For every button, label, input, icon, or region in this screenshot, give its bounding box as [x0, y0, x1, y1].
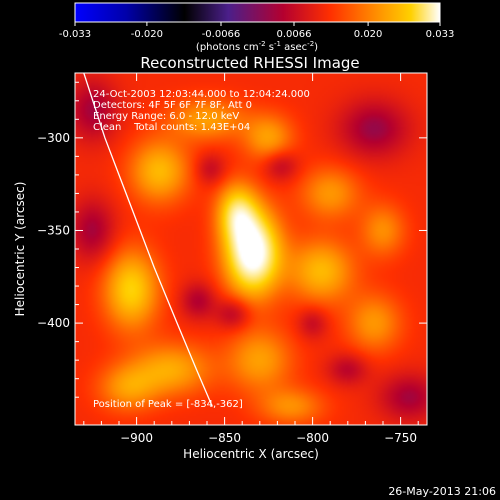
- info-energy-range: Energy Range: 6.0 - 12.0 keV: [93, 111, 239, 122]
- info-time-range: 24-Oct-2003 12:03:44.000 to 12:04:24.000: [93, 89, 310, 100]
- info-clean-counts: Clean Total counts: 1.43E+04: [93, 122, 250, 133]
- y-axis-label: Heliocentric Y (arcsec): [13, 182, 27, 317]
- peak-position-label: Position of Peak = [-834,-362]: [93, 399, 243, 410]
- colorbar-tick-label: -0.0066: [202, 29, 241, 40]
- y-axis-ticks: −300 −350 −400: [37, 81, 427, 398]
- x-axis-ticks: −900 −850 −800 −750: [83, 73, 419, 445]
- chart-title: Reconstructed RHESSI Image: [140, 54, 359, 72]
- x-tick-label: −800: [296, 431, 329, 445]
- colorbar-tick-label: 0.020: [354, 29, 383, 40]
- footer-timestamp: 26-May-2013 21:06: [388, 485, 496, 498]
- info-detectors: Detectors: 4F 5F 6F 7F 8F, Att 0: [93, 100, 252, 111]
- observation-info: 24-Oct-2003 12:03:44.000 to 12:04:24.000…: [93, 89, 310, 133]
- y-tick-label: −400: [37, 316, 70, 330]
- x-tick-label: −850: [208, 431, 241, 445]
- x-tick-label: −750: [384, 431, 417, 445]
- x-tick-label: −900: [120, 431, 153, 445]
- colorbar-tick-label: -0.020: [131, 29, 163, 40]
- colorbar-tick-label: 0.033: [426, 29, 455, 40]
- x-axis-label: Heliocentric X (arcsec): [183, 447, 319, 461]
- solar-limb-curve: [83, 73, 213, 407]
- y-tick-label: −300: [37, 131, 70, 145]
- colorbar-unit-label: (photons cm-2 s-1 asec-2): [196, 40, 318, 53]
- heatmap-image: [75, 73, 427, 425]
- colorbar-tick-label: 0.0066: [277, 29, 312, 40]
- colorbar-ticks: -0.033 -0.020 -0.0066 0.0066 0.020 0.033: [59, 22, 454, 40]
- colorbar: [74, 2, 441, 23]
- colorbar-tick-label: -0.033: [59, 29, 91, 40]
- y-tick-label: −350: [37, 223, 70, 237]
